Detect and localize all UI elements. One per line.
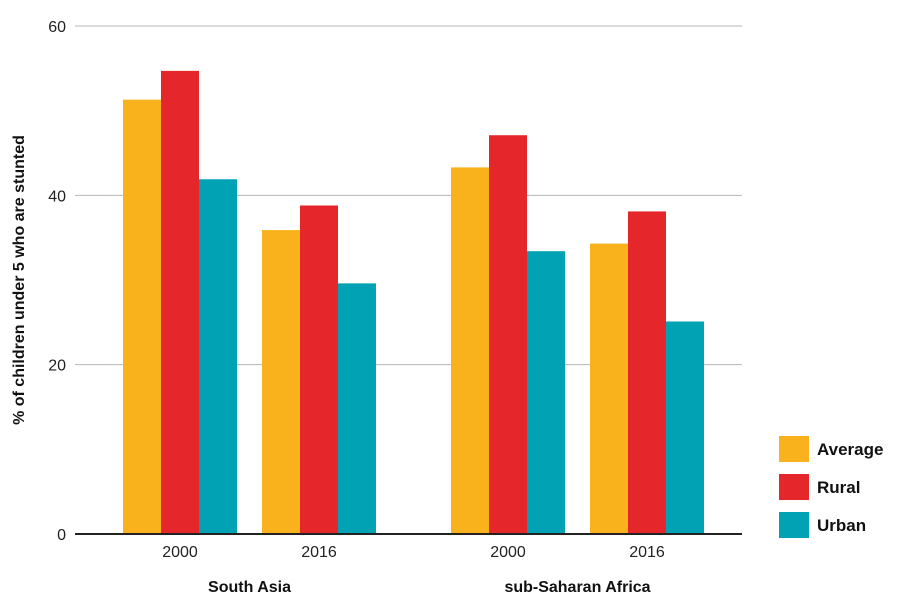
x-tick-label: 2000 <box>162 544 198 561</box>
y-axis-title: % of children under 5 who are stunted <box>11 135 28 425</box>
group-label: South Asia <box>208 579 291 596</box>
bar-rural <box>161 70 199 534</box>
legend: Average Rural Urban <box>779 436 883 538</box>
legend-label-urban: Urban <box>817 516 866 535</box>
y-tick-label: 20 <box>48 358 66 375</box>
legend-label-average: Average <box>817 440 883 459</box>
y-tick-label: 40 <box>48 188 66 205</box>
y-tick-label: 60 <box>48 19 66 36</box>
legend-swatch-average <box>779 436 809 462</box>
bar-urban <box>666 321 704 534</box>
axes: 0 20 40 60 2000 2016 South Asia 2000 2016 sub-Sah… <box>48 19 742 596</box>
legend-swatch-urban <box>779 512 809 538</box>
bar-average <box>123 99 161 534</box>
y-tick-label: 0 <box>57 527 66 544</box>
bar-rural <box>489 135 527 534</box>
bar-urban <box>527 251 565 535</box>
legend-label-rural: Rural <box>817 478 860 497</box>
x-tick-label: 2016 <box>301 544 337 561</box>
legend-swatch-rural <box>779 474 809 500</box>
bar-rural <box>300 205 338 534</box>
bar-average <box>590 243 628 535</box>
bars <box>123 70 704 535</box>
x-tick-label: 2016 <box>629 544 665 561</box>
bar-average <box>262 230 300 534</box>
bar-average <box>451 167 489 535</box>
group-label: sub-Saharan Africa <box>504 579 650 596</box>
x-tick-label: 2000 <box>490 544 526 561</box>
bar-urban <box>338 283 376 534</box>
bar-urban <box>199 179 237 534</box>
bar-rural <box>628 211 666 535</box>
